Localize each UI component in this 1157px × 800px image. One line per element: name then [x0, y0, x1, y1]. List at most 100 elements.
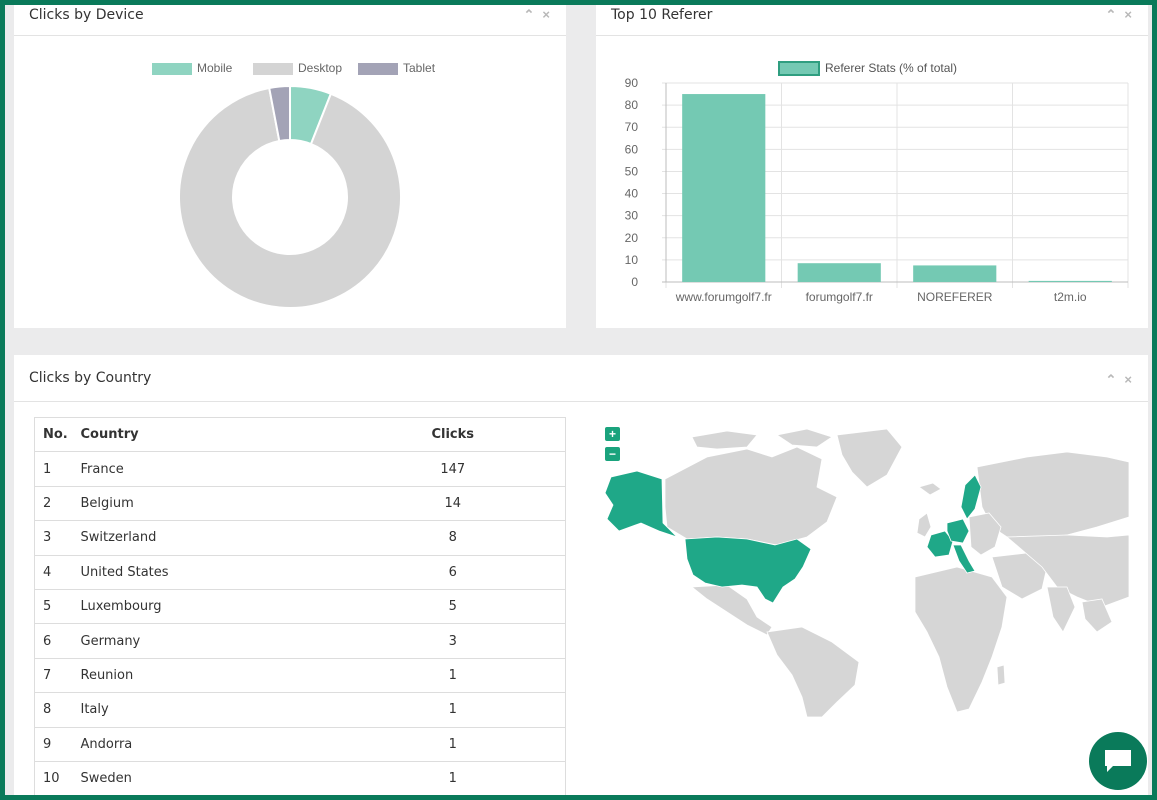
row-number: 9: [34, 726, 81, 762]
row-country: Germany: [80, 623, 341, 659]
country-table: No. Country Clicks 1 France 147 2 Belgiu…: [34, 416, 566, 797]
row-clicks: 1: [340, 692, 566, 728]
table-row: 2 Belgium 14: [34, 485, 566, 522]
x-tick-label: t2m.io: [1054, 290, 1087, 304]
row-country: Sweden: [80, 760, 341, 797]
map-france: [926, 530, 954, 558]
panel-header: Clicks by Country ⌃ ×: [14, 355, 1148, 402]
legend-swatch-desktop: [253, 63, 293, 75]
panel-title: Top 10 Referer: [611, 7, 713, 23]
row-number: 10: [34, 760, 81, 797]
map-zoom-out-button[interactable]: −: [605, 447, 620, 461]
row-clicks: 6: [340, 554, 566, 590]
legend-label-mobile[interactable]: Mobile: [197, 61, 233, 75]
map-mexico: [690, 584, 773, 636]
table-row: 10 Sweden 1: [34, 760, 566, 797]
map-canada: [664, 446, 838, 546]
map-zoom-in-button[interactable]: +: [605, 427, 620, 441]
row-country: Italy: [80, 692, 341, 728]
world-map[interactable]: [597, 427, 1129, 717]
donut-slice-tablet[interactable]: [268, 84, 291, 143]
row-clicks: 147: [340, 451, 566, 487]
map-africa: [914, 566, 1008, 713]
row-number: 6: [34, 623, 81, 659]
legend-swatch-tablet: [358, 63, 398, 75]
map-southeast-asia: [1081, 598, 1113, 633]
legend-label-tablet[interactable]: Tablet: [403, 61, 436, 75]
legend-swatch: [778, 61, 820, 76]
row-country: Andorra: [80, 726, 341, 762]
row-clicks: 14: [340, 485, 566, 522]
y-tick-label: 60: [625, 142, 639, 156]
x-tick-label: NOREFERER: [917, 290, 993, 304]
collapse-icon[interactable]: ⌃: [1105, 7, 1117, 22]
map-united-states: [684, 536, 812, 604]
chat-bubble-icon: [1105, 750, 1131, 772]
map-greenland: [836, 428, 903, 488]
panel-header: Top 10 Referer ⌃ ×: [596, 0, 1148, 36]
row-number: 2: [34, 485, 81, 522]
collapse-icon[interactable]: ⌃: [523, 7, 535, 22]
map-uk: [916, 512, 932, 538]
device-donut-chart: Mobile Desktop Tablet: [152, 61, 436, 309]
map-iceland: [918, 482, 942, 496]
panel-header: Clicks by Device ⌃ ×: [14, 0, 566, 36]
panel-tools: ⌃ ×: [1106, 6, 1133, 24]
table-header-row: No. Country Clicks: [34, 416, 566, 453]
legend-label[interactable]: Referer Stats (% of total): [825, 61, 957, 75]
x-tick-label: www.forumgolf7.fr: [675, 290, 772, 304]
table-row: 3 Switzerland 8: [34, 520, 566, 556]
row-clicks: 5: [340, 588, 566, 625]
row-number: 8: [34, 692, 81, 728]
table-row: 4 United States 6: [34, 554, 566, 590]
table-row: 9 Andorra 1: [34, 726, 566, 762]
bar-2[interactable]: [797, 263, 881, 282]
row-number: 3: [34, 520, 81, 556]
close-icon[interactable]: ×: [542, 7, 550, 22]
map-eastern-europe: [968, 512, 1002, 556]
row-clicks: 1: [340, 760, 566, 797]
column-header-clicks[interactable]: Clicks: [340, 416, 566, 453]
clicks-by-country-panel: Clicks by Country ⌃ × No. Country Clicks…: [14, 355, 1148, 800]
legend-swatch-mobile: [152, 63, 192, 75]
map-italy: [952, 544, 976, 574]
y-tick-label: 0: [631, 275, 638, 289]
top-referer-panel: Top 10 Referer ⌃ × 0 10 20 30 40 50 60 70 80 90 ww…: [596, 0, 1148, 328]
chat-launcher-button[interactable]: [1089, 732, 1147, 790]
collapse-icon[interactable]: ⌃: [1105, 372, 1117, 387]
y-tick-label: 90: [625, 76, 639, 90]
table-row: 7 Reunion 1: [34, 657, 566, 694]
row-number: 4: [34, 554, 81, 590]
bar-1[interactable]: [682, 94, 766, 282]
y-tick-label: 30: [625, 209, 639, 223]
row-clicks: 8: [340, 520, 566, 556]
y-tick-label: 50: [625, 164, 639, 178]
close-icon[interactable]: ×: [1124, 7, 1132, 22]
row-clicks: 1: [340, 726, 566, 762]
row-country: France: [80, 451, 341, 487]
row-clicks: 1: [340, 657, 566, 694]
row-country: United States: [80, 554, 341, 590]
x-tick-label: forumgolf7.fr: [806, 290, 873, 304]
legend-label-desktop[interactable]: Desktop: [298, 61, 342, 75]
map-alaska: [604, 470, 678, 538]
table-row: 8 Italy 1: [34, 692, 566, 728]
donut-slice-desktop[interactable]: [178, 86, 402, 309]
map-india: [1046, 586, 1076, 633]
row-country: Luxembourg: [80, 588, 341, 625]
column-header-no[interactable]: No.: [34, 416, 81, 453]
bar-3[interactable]: [913, 265, 997, 282]
column-header-country[interactable]: Country: [80, 416, 341, 453]
row-country: Belgium: [80, 485, 341, 522]
row-number: 1: [34, 451, 81, 487]
map-arctic-islands: [691, 428, 833, 450]
panel-tools: ⌃ ×: [1106, 371, 1133, 389]
bar-4[interactable]: [1028, 280, 1112, 282]
row-country: Reunion: [80, 657, 341, 694]
map-south-america: [766, 626, 860, 717]
close-icon[interactable]: ×: [1124, 372, 1132, 387]
map-asia: [1005, 534, 1129, 608]
row-number: 5: [34, 588, 81, 625]
referer-bar-chart: 0 10 20 30 40 50 60 70 80 90 www.forumgolf7.fr foru…: [625, 61, 1129, 304]
map-sweden: [960, 474, 982, 520]
